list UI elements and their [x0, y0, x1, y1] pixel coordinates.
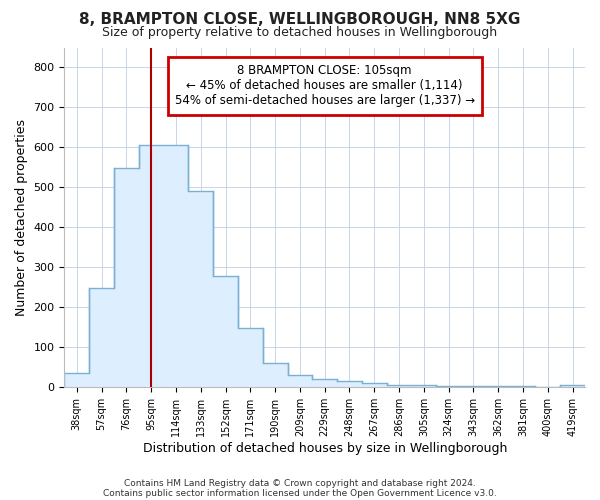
Text: 8, BRAMPTON CLOSE, WELLINGBOROUGH, NN8 5XG: 8, BRAMPTON CLOSE, WELLINGBOROUGH, NN8 5…: [79, 12, 521, 28]
Text: Size of property relative to detached houses in Wellingborough: Size of property relative to detached ho…: [103, 26, 497, 39]
Text: Contains HM Land Registry data © Crown copyright and database right 2024.: Contains HM Land Registry data © Crown c…: [124, 478, 476, 488]
Y-axis label: Number of detached properties: Number of detached properties: [15, 119, 28, 316]
Text: Contains public sector information licensed under the Open Government Licence v3: Contains public sector information licen…: [103, 488, 497, 498]
X-axis label: Distribution of detached houses by size in Wellingborough: Distribution of detached houses by size …: [143, 442, 507, 455]
Text: 8 BRAMPTON CLOSE: 105sqm
← 45% of detached houses are smaller (1,114)
54% of sem: 8 BRAMPTON CLOSE: 105sqm ← 45% of detach…: [175, 64, 475, 108]
